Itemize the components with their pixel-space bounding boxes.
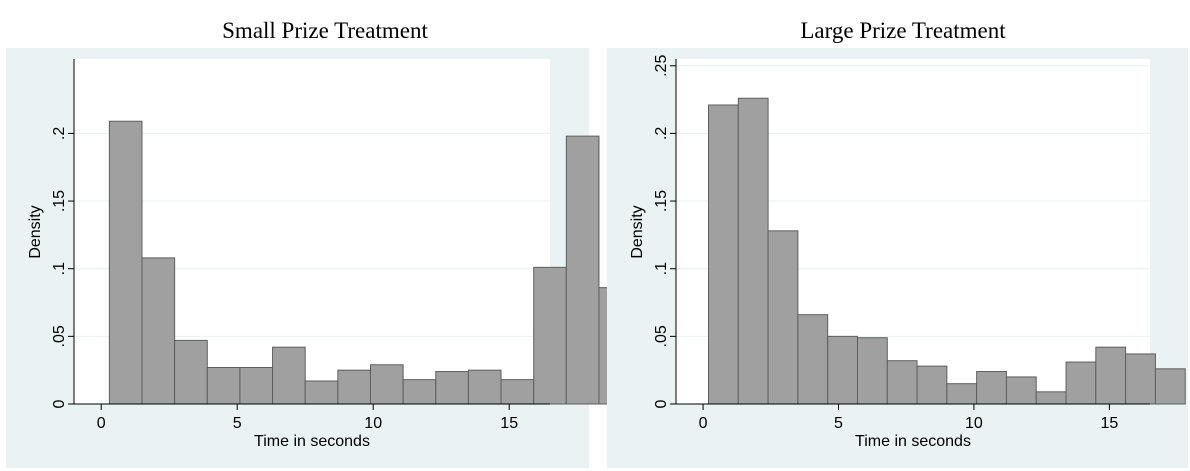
histogram-bar [1035, 391, 1067, 405]
histogram-bar [533, 266, 567, 405]
y-tick-label: .2 [51, 127, 68, 140]
histogram-bar [1125, 353, 1156, 405]
histogram-bar [1005, 376, 1037, 405]
histogram-bar [141, 257, 176, 405]
x-ticks: 0 5 10 15 [97, 404, 518, 432]
histogram-bar [337, 369, 371, 405]
y-axis-label: Density [629, 205, 646, 258]
histogram-bar [856, 337, 888, 405]
x-axis-label: Time in seconds [254, 433, 370, 450]
y-axis-label: Density [27, 205, 44, 258]
histogram-bar [239, 366, 274, 405]
histogram-bar [827, 335, 858, 405]
histogram-bar [976, 371, 1007, 405]
large-prize-panel: Large Prize Treatment 0 .05 .1 .15 .2 .25 0 5 1… [607, 18, 1188, 468]
histogram-bar [108, 120, 143, 405]
histogram-bar [767, 230, 799, 405]
histogram-bar [886, 360, 918, 405]
x-tick-label: 15 [1100, 415, 1118, 432]
histogram-bar [1154, 368, 1186, 405]
y-tick-label: .05 [51, 325, 68, 347]
histogram-bar [1065, 361, 1097, 405]
histogram-bar [369, 364, 404, 405]
y-tick-label: .1 [653, 262, 670, 275]
y-tick-label: .15 [51, 190, 68, 212]
y-tick-label: .1 [51, 262, 68, 275]
small-prize-panel: Small Prize Treatment 0 .05 .1 .15 .2 0 5 10 15… [6, 18, 633, 468]
x-ticks: 0 5 10 15 [699, 404, 1118, 432]
histogram-bar [435, 371, 469, 405]
x-axis-label: Time in seconds [855, 433, 971, 450]
histogram-bar [402, 379, 437, 405]
y-tick-label: 0 [51, 399, 68, 408]
y-tick-label: .05 [653, 325, 670, 347]
histogram-bar [946, 383, 978, 405]
histogram-bar [916, 365, 948, 405]
histogram-bar [565, 135, 600, 405]
histogram-bar [737, 97, 769, 405]
y-ticks: 0 .05 .1 .15 .2 .25 [653, 55, 676, 408]
y-tick-label: .25 [653, 55, 670, 77]
y-tick-label: .15 [653, 190, 670, 212]
x-tick-label: 0 [699, 415, 708, 432]
histogram-bar [797, 314, 829, 405]
x-tick-label: 10 [364, 415, 382, 432]
histogram-bar [206, 366, 241, 405]
histogram-bar [272, 346, 306, 405]
chart-title: Large Prize Treatment [800, 18, 1006, 43]
histogram-bar [304, 380, 339, 405]
x-tick-label: 0 [97, 415, 106, 432]
x-tick-label: 5 [834, 415, 843, 432]
histogram-bar [467, 369, 502, 405]
y-ticks: 0 .05 .1 .15 .2 [51, 127, 74, 408]
x-tick-label: 5 [233, 415, 242, 432]
histogram-bar [500, 379, 535, 405]
histogram-bar [708, 104, 739, 405]
x-tick-label: 15 [500, 415, 518, 432]
histogram-bar [1095, 346, 1127, 405]
x-tick-label: 10 [965, 415, 983, 432]
y-tick-label: 0 [653, 399, 670, 408]
chart-title: Small Prize Treatment [222, 18, 428, 43]
y-tick-label: .2 [653, 127, 670, 140]
histogram-bar [174, 339, 208, 405]
